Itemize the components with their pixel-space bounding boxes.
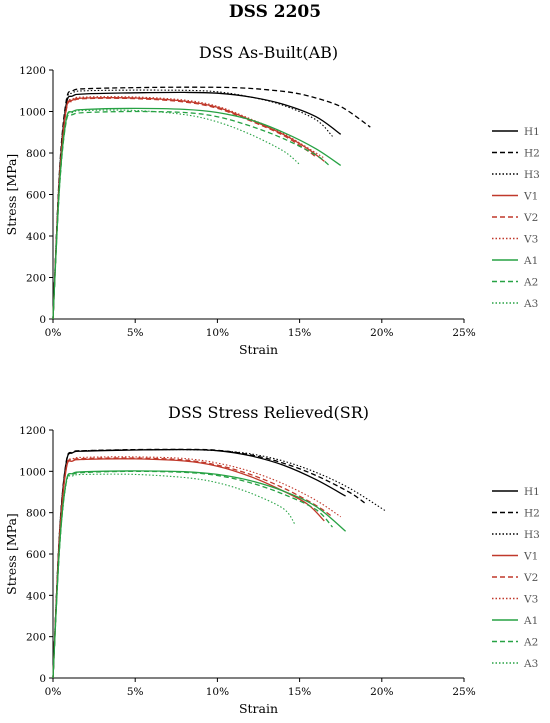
y-tick-label: 200 <box>26 273 46 285</box>
y-tick-label: 1200 <box>19 65 46 77</box>
series-line-a3 <box>52 109 300 320</box>
series-line-h1 <box>52 448 346 679</box>
series-line-v3 <box>52 456 342 679</box>
series-line-v3 <box>52 96 325 320</box>
legend-label-h2: H2 <box>524 508 540 520</box>
legend-label-a1: A1 <box>523 255 538 267</box>
x-tick-label: 10% <box>206 327 229 339</box>
legend-label-h3: H3 <box>524 169 540 181</box>
series-line-a2 <box>52 110 330 320</box>
series-line-v2 <box>52 97 317 320</box>
y-axis-label: Stress [MPa] <box>4 513 19 595</box>
legend-label-a3: A3 <box>523 658 538 670</box>
series-line-a1 <box>52 107 342 320</box>
x-tick-label: 5% <box>127 327 144 339</box>
legend-label-h2: H2 <box>524 148 540 160</box>
x-tick-label: 10% <box>206 686 229 698</box>
chart-stress-relieved: DSS Stress Relieved(SR) 0% 5% 10% 15% 20% 25% 0… <box>4 403 540 716</box>
series-line-h3 <box>52 449 386 679</box>
legend-label-v2: V2 <box>523 572 538 584</box>
series-line-h2 <box>52 448 366 679</box>
x-tick-label: 15% <box>288 327 311 339</box>
y-tick-label: 0 <box>39 673 46 685</box>
legend-label-a1: A1 <box>523 615 538 627</box>
series-line-a2 <box>52 470 333 679</box>
legend-label-v3: V3 <box>523 594 538 606</box>
x-axis-label: Strain <box>239 701 278 716</box>
legend-label-h1: H1 <box>524 126 540 138</box>
legend-label-a2: A2 <box>523 637 538 649</box>
x-tick-label: 20% <box>370 686 393 698</box>
series-line-v2 <box>52 457 333 679</box>
x-tick-label: 0% <box>45 686 62 698</box>
series-line-h2 <box>52 86 371 320</box>
y-tick-label: 1000 <box>19 466 46 478</box>
y-tick-label: 400 <box>26 590 46 602</box>
legend-label-h1: H1 <box>524 486 540 498</box>
legend-label-v1: V1 <box>523 191 538 203</box>
y-tick-label: 200 <box>26 632 46 644</box>
legend-label-v3: V3 <box>523 234 538 246</box>
series-line-v1 <box>52 97 325 320</box>
y-tick-label: 800 <box>26 148 46 160</box>
x-tick-label: 20% <box>370 327 393 339</box>
chart-as-built: DSS As-Built(AB) 0% 5% 10% 15% 20% 25% 0 200 400 6… <box>4 43 540 357</box>
chart-title: DSS As-Built(AB) <box>199 43 338 62</box>
y-tick-label: 800 <box>26 508 46 520</box>
x-tick-label: 25% <box>452 327 475 339</box>
y-tick-label: 600 <box>26 549 46 561</box>
series-line-a3 <box>52 473 296 679</box>
legend-label-a3: A3 <box>523 298 538 310</box>
main-title: DSS 2205 <box>228 2 322 22</box>
x-tick-label: 25% <box>452 686 475 698</box>
legend-label-v1: V1 <box>523 551 538 563</box>
legend-label-v2: V2 <box>523 212 538 224</box>
series-line-h1 <box>52 91 342 320</box>
y-axis-label: Stress [MPa] <box>4 154 19 236</box>
legend-label-h3: H3 <box>524 529 540 541</box>
x-tick-label: 0% <box>45 327 62 339</box>
x-axis-label: Strain <box>239 342 278 357</box>
chart-title: DSS Stress Relieved(SR) <box>168 403 369 422</box>
y-tick-label: 0 <box>39 314 46 326</box>
y-tick-label: 600 <box>26 190 46 202</box>
series-line-h3 <box>52 89 333 320</box>
legend-label-a2: A2 <box>523 277 538 289</box>
y-tick-label: 1000 <box>19 107 46 119</box>
y-tick-label: 400 <box>26 231 46 243</box>
x-tick-label: 5% <box>127 686 144 698</box>
y-tick-label: 1200 <box>19 425 46 437</box>
x-tick-label: 15% <box>288 686 311 698</box>
